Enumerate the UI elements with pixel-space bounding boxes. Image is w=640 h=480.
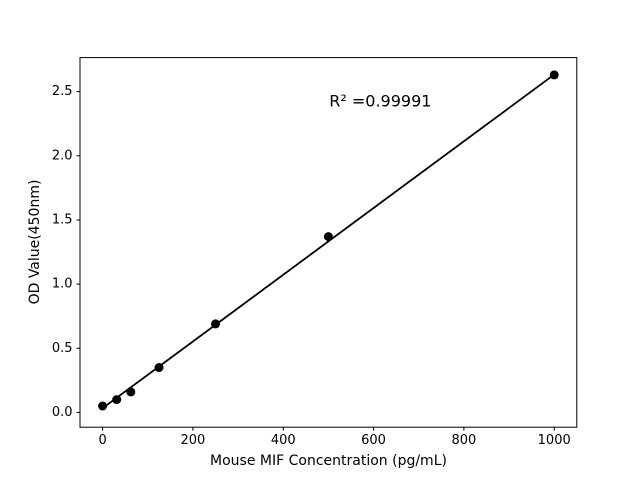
x-tick-label: 200	[180, 433, 205, 448]
y-tick-label: 2.5	[52, 84, 73, 99]
y-tick-label: 0.0	[52, 405, 73, 420]
x-tick-label: 0	[98, 433, 106, 448]
data-point	[549, 70, 559, 80]
r-squared-annotation: R² =0.99991	[329, 91, 432, 111]
data-point	[323, 232, 333, 242]
data-point	[154, 363, 164, 373]
x-tick-label: 400	[271, 433, 296, 448]
x-tick-label: 600	[361, 433, 386, 448]
y-axis-label: OD Value(450nm)	[27, 179, 43, 305]
y-tick-label: 1.0	[52, 277, 73, 292]
x-tick-label: 800	[451, 433, 476, 448]
axes-frame	[79, 57, 578, 428]
y-tick-label: 0.5	[52, 341, 73, 356]
data-point	[210, 319, 220, 329]
fit-line	[101, 73, 556, 410]
data-point	[98, 401, 108, 411]
y-tick-label: 2.0	[52, 148, 73, 163]
data-point	[112, 395, 122, 405]
data-point	[126, 387, 136, 397]
y-tick-label: 1.5	[52, 212, 73, 227]
x-tick-label: 1000	[538, 433, 571, 448]
x-axis-label: Mouse MIF Concentration (pg/mL)	[210, 453, 447, 469]
